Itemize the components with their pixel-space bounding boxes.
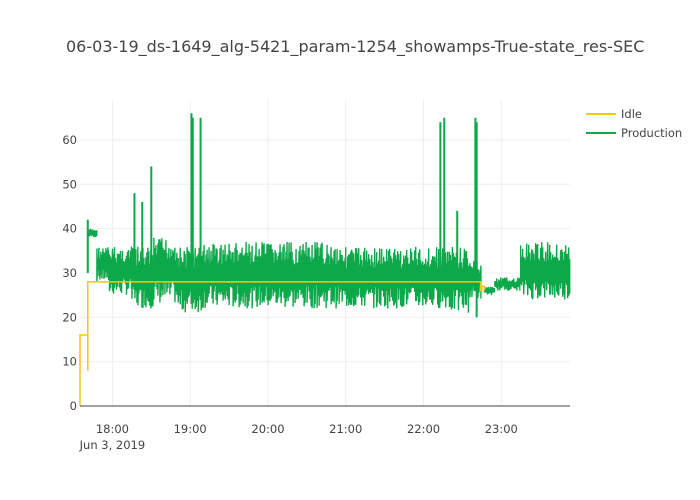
legend-label-idle: Idle <box>621 107 642 121</box>
chart-title: 06-03-19_ds-1649_alg-5421_param-1254_sho… <box>66 37 644 57</box>
y-tick-label: 40 <box>62 222 77 236</box>
legend[interactable]: Idle Production <box>586 107 682 140</box>
y-tick-label: 10 <box>62 355 77 369</box>
y-tick-label: 50 <box>62 177 77 191</box>
x-tick-label: 18:00 <box>96 422 129 436</box>
legend-label-production: Production <box>621 126 682 140</box>
y-tick-label: 20 <box>62 310 77 324</box>
x-date-label: Jun 3, 2019 <box>79 438 146 452</box>
series-layer <box>79 113 571 406</box>
legend-item-idle[interactable]: Idle <box>586 107 642 121</box>
x-tick-label: 19:00 <box>174 422 207 436</box>
legend-item-production[interactable]: Production <box>586 126 682 140</box>
y-tick-label: 0 <box>70 399 77 413</box>
x-tick-label: 20:00 <box>251 422 284 436</box>
x-tick-label: 23:00 <box>485 422 518 436</box>
idle-line <box>79 281 486 406</box>
axes: 0 10 20 30 40 50 60 18:00 19:00 20:00 21:00 22:00 23… <box>62 133 570 452</box>
x-tick-label: 21:00 <box>329 422 362 436</box>
production-line <box>87 228 571 313</box>
y-tick-label: 60 <box>62 133 77 147</box>
y-tick-label: 30 <box>62 266 77 280</box>
x-tick-label: 22:00 <box>407 422 440 436</box>
